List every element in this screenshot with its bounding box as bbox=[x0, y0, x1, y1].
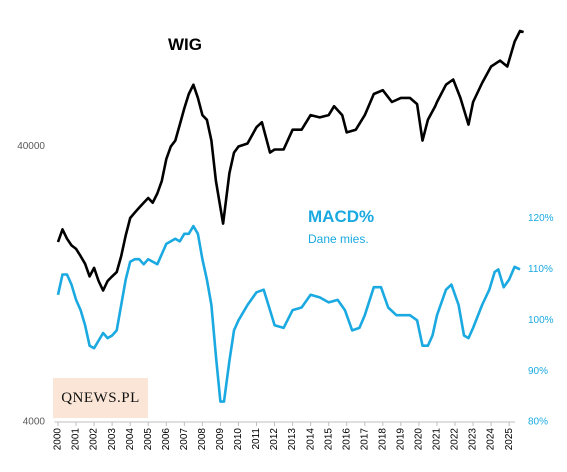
x-tick-label: 2009 bbox=[215, 428, 226, 451]
y2-tick-label: 80% bbox=[528, 417, 548, 428]
x-tick-label: 2018 bbox=[377, 428, 388, 451]
x-tick-label: 2020 bbox=[414, 428, 425, 451]
x-tick-label: 2024 bbox=[486, 428, 497, 451]
x-tick-label: 2008 bbox=[197, 428, 208, 451]
annotation: Dane mies. bbox=[308, 232, 369, 246]
series-label-wig: WIG bbox=[168, 35, 202, 54]
x-tick-label: 2000 bbox=[53, 428, 64, 451]
logo: QNEWS.PL bbox=[53, 378, 148, 418]
x-tick-label: 2006 bbox=[161, 428, 172, 451]
x-tick-label: 2001 bbox=[71, 428, 82, 451]
x-tick-label: 2016 bbox=[341, 428, 352, 451]
x-tick-label: 2015 bbox=[323, 428, 334, 451]
x-tick-label: 2014 bbox=[305, 428, 316, 451]
x-tick-label: 2023 bbox=[468, 428, 479, 451]
y2-tick-label: 110% bbox=[528, 264, 553, 275]
x-tick-label: 2021 bbox=[432, 428, 443, 451]
y-tick-label: 4000 bbox=[23, 417, 46, 428]
series-label-macd: MACD% bbox=[308, 207, 374, 226]
x-tick-label: 2002 bbox=[89, 428, 100, 451]
x-tick-label: 2017 bbox=[359, 428, 370, 451]
x-tick-label: 2011 bbox=[251, 428, 262, 450]
x-tick-label: 2019 bbox=[396, 428, 407, 451]
x-tick-label: 2025 bbox=[504, 428, 515, 451]
x-tick-label: 2007 bbox=[179, 428, 190, 451]
x-tick-label: 2004 bbox=[125, 428, 136, 451]
x-tick-label: 2005 bbox=[143, 428, 154, 451]
x-tick-label: 2013 bbox=[287, 428, 298, 451]
y2-tick-label: 120% bbox=[528, 213, 554, 224]
series-line bbox=[56, 224, 521, 403]
x-tick-label: 2022 bbox=[450, 428, 461, 451]
y-tick-label: 40000 bbox=[17, 141, 45, 152]
x-tick-label: 2003 bbox=[107, 428, 118, 451]
y2-tick-label: 90% bbox=[528, 366, 548, 377]
x-tick-label: 2010 bbox=[233, 428, 244, 451]
y2-tick-label: 100% bbox=[528, 315, 554, 326]
series-line bbox=[56, 29, 524, 292]
x-tick-label: 2012 bbox=[269, 428, 280, 451]
